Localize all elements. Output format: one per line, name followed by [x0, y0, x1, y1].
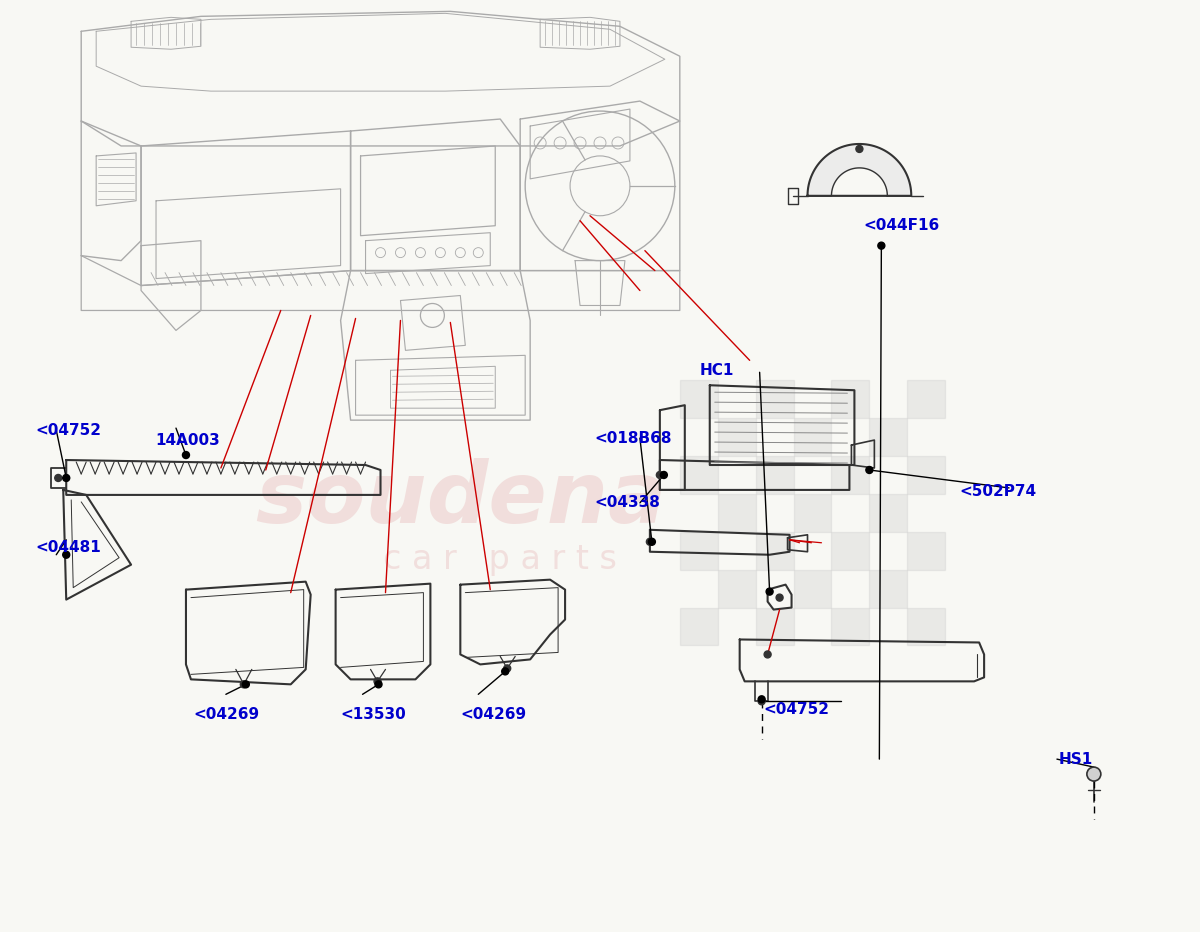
- Circle shape: [504, 665, 511, 672]
- Circle shape: [374, 678, 382, 685]
- Bar: [756, 608, 793, 646]
- Text: <018B68: <018B68: [594, 431, 672, 445]
- Bar: [793, 494, 832, 532]
- Text: HS1: HS1: [1058, 751, 1093, 767]
- Bar: [907, 532, 946, 569]
- Text: <13530: <13530: [341, 706, 407, 721]
- Circle shape: [376, 681, 382, 688]
- Text: <044F16: <044F16: [863, 218, 940, 233]
- Bar: [907, 608, 946, 646]
- Bar: [832, 456, 869, 494]
- Circle shape: [766, 588, 773, 596]
- Circle shape: [776, 594, 784, 601]
- Bar: [680, 532, 718, 569]
- Bar: [756, 380, 793, 418]
- Circle shape: [758, 696, 766, 703]
- Circle shape: [764, 651, 772, 658]
- Text: <04752: <04752: [35, 422, 101, 438]
- Circle shape: [62, 474, 70, 482]
- Circle shape: [866, 467, 872, 473]
- Circle shape: [647, 539, 653, 545]
- Bar: [832, 532, 869, 569]
- Circle shape: [242, 681, 250, 688]
- Bar: [718, 569, 756, 608]
- Text: soudena: soudena: [254, 459, 666, 541]
- Circle shape: [240, 681, 247, 688]
- Bar: [756, 532, 793, 569]
- Circle shape: [55, 474, 61, 482]
- Text: <04269: <04269: [193, 706, 259, 721]
- Text: <04338: <04338: [594, 496, 660, 511]
- Bar: [869, 569, 907, 608]
- Circle shape: [182, 451, 190, 459]
- Circle shape: [660, 472, 667, 478]
- Circle shape: [856, 145, 863, 153]
- Circle shape: [656, 472, 664, 478]
- Text: <04269: <04269: [461, 706, 527, 721]
- Circle shape: [878, 242, 884, 249]
- Text: HC1: HC1: [700, 363, 734, 377]
- Circle shape: [648, 539, 655, 545]
- Bar: [869, 418, 907, 456]
- Circle shape: [1087, 767, 1100, 781]
- Text: c a r   p a r t s: c a r p a r t s: [383, 543, 617, 576]
- Bar: [869, 494, 907, 532]
- Bar: [793, 569, 832, 608]
- Polygon shape: [808, 144, 911, 196]
- Bar: [832, 608, 869, 646]
- Circle shape: [62, 551, 70, 558]
- Bar: [832, 380, 869, 418]
- Bar: [680, 456, 718, 494]
- Bar: [793, 418, 832, 456]
- Bar: [680, 380, 718, 418]
- Text: <502P74: <502P74: [959, 485, 1037, 500]
- Bar: [718, 418, 756, 456]
- Circle shape: [758, 698, 766, 705]
- Bar: [718, 494, 756, 532]
- Text: <04481: <04481: [35, 541, 101, 555]
- Bar: [756, 456, 793, 494]
- Bar: [907, 380, 946, 418]
- Text: <04752: <04752: [763, 702, 829, 717]
- Text: 14A003: 14A003: [155, 432, 220, 447]
- Bar: [907, 456, 946, 494]
- Circle shape: [502, 668, 509, 675]
- Bar: [680, 608, 718, 646]
